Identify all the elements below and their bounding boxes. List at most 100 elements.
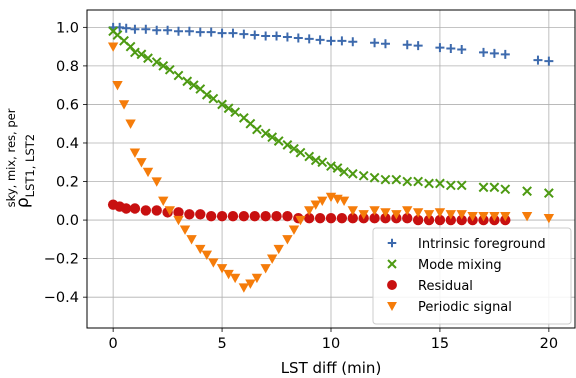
data-point <box>533 55 543 65</box>
data-point <box>478 182 489 193</box>
data-point <box>358 170 369 181</box>
data-point <box>230 107 241 118</box>
data-point <box>413 41 423 51</box>
data-point <box>412 208 424 218</box>
data-point <box>369 212 380 224</box>
axis-ticks: 0 5 10 15 20 −0.4 −0.2 0.0 0.2 0.4 0.6 0.8 1.0 <box>44 20 558 352</box>
data-point <box>129 148 141 158</box>
data-point <box>310 200 321 210</box>
data-point <box>282 140 293 150</box>
data-point <box>208 93 219 104</box>
data-point <box>336 212 348 224</box>
data-point <box>369 206 380 216</box>
data-point <box>380 212 391 224</box>
data-point <box>188 80 199 91</box>
data-point <box>402 176 413 187</box>
data-point <box>251 273 263 284</box>
data-point <box>315 35 325 45</box>
data-point <box>282 235 293 245</box>
data-point <box>173 215 184 226</box>
data-point <box>267 132 278 143</box>
data-point <box>391 210 402 220</box>
data-point <box>238 211 250 222</box>
data-point <box>457 45 467 55</box>
data-point <box>163 25 173 35</box>
data-point <box>412 214 424 226</box>
data-point <box>143 53 153 64</box>
data-point <box>260 211 271 222</box>
data-point <box>158 196 169 206</box>
data-point <box>174 26 183 36</box>
data-point <box>282 32 292 42</box>
x-tick-label: 15 <box>431 336 449 352</box>
data-point <box>456 180 467 191</box>
data-point <box>348 37 358 47</box>
data-point <box>295 147 306 158</box>
data-point <box>295 215 306 226</box>
legend-label: Mode mixing <box>418 258 502 273</box>
data-point <box>317 157 328 168</box>
y-axis-label-symbol: ρ <box>13 197 33 208</box>
data-point <box>543 188 554 198</box>
legend-marker <box>387 280 397 290</box>
data-point <box>338 196 350 206</box>
data-point <box>272 31 282 41</box>
data-point <box>282 211 293 222</box>
data-point <box>500 49 510 59</box>
data-point <box>479 47 488 57</box>
data-point <box>445 214 457 226</box>
data-point <box>107 42 119 52</box>
data-point <box>158 60 169 71</box>
data-point <box>380 208 391 218</box>
data-point <box>489 212 500 222</box>
legend-marker <box>387 302 397 311</box>
legend-label: Periodic signal <box>418 300 512 315</box>
data-point <box>129 203 141 214</box>
y-tick-label: 0.4 <box>56 136 79 152</box>
data-point <box>434 208 446 218</box>
data-point <box>217 28 227 38</box>
svg-text:ρLST1, LST2: ρLST1, LST2 <box>13 134 37 208</box>
data-point <box>317 196 328 206</box>
y-axis-label-superscript: sky, mix, res, per <box>4 108 18 207</box>
y-axis-label: ρLST1, LST2 sky, mix, res, per <box>4 108 37 208</box>
data-point <box>217 99 227 110</box>
y-tick-label: −0.4 <box>44 290 79 306</box>
data-point <box>369 172 380 183</box>
series-periodic-signal <box>107 42 555 293</box>
data-point <box>380 39 390 49</box>
data-point <box>423 214 435 226</box>
y-axis-label-subscript: LST1, LST2 <box>23 134 37 197</box>
data-point <box>544 56 554 66</box>
data-point <box>195 27 205 37</box>
data-point <box>228 28 238 38</box>
data-point <box>142 167 154 178</box>
data-point <box>445 180 456 191</box>
data-point <box>380 174 391 185</box>
data-point <box>293 33 303 43</box>
data-point <box>310 155 321 166</box>
data-point <box>136 49 147 60</box>
data-point <box>314 212 326 224</box>
data-point <box>304 212 315 224</box>
data-point <box>332 163 343 173</box>
data-point <box>347 206 358 216</box>
legend-label: Residual <box>418 279 473 294</box>
data-point <box>273 244 284 255</box>
data-point <box>434 214 446 226</box>
data-point <box>325 212 337 224</box>
grid-lines <box>87 10 575 328</box>
data-point <box>489 182 500 193</box>
data-point <box>304 151 315 162</box>
y-tick-label: 0.8 <box>56 59 79 75</box>
data-point <box>252 124 262 135</box>
data-point <box>413 176 424 187</box>
data-point <box>152 25 162 35</box>
data-point <box>500 184 511 195</box>
data-point <box>141 24 151 34</box>
data-point <box>206 27 216 37</box>
data-point <box>245 279 256 289</box>
data-point <box>201 250 213 260</box>
series-mode-mixing <box>108 26 554 198</box>
